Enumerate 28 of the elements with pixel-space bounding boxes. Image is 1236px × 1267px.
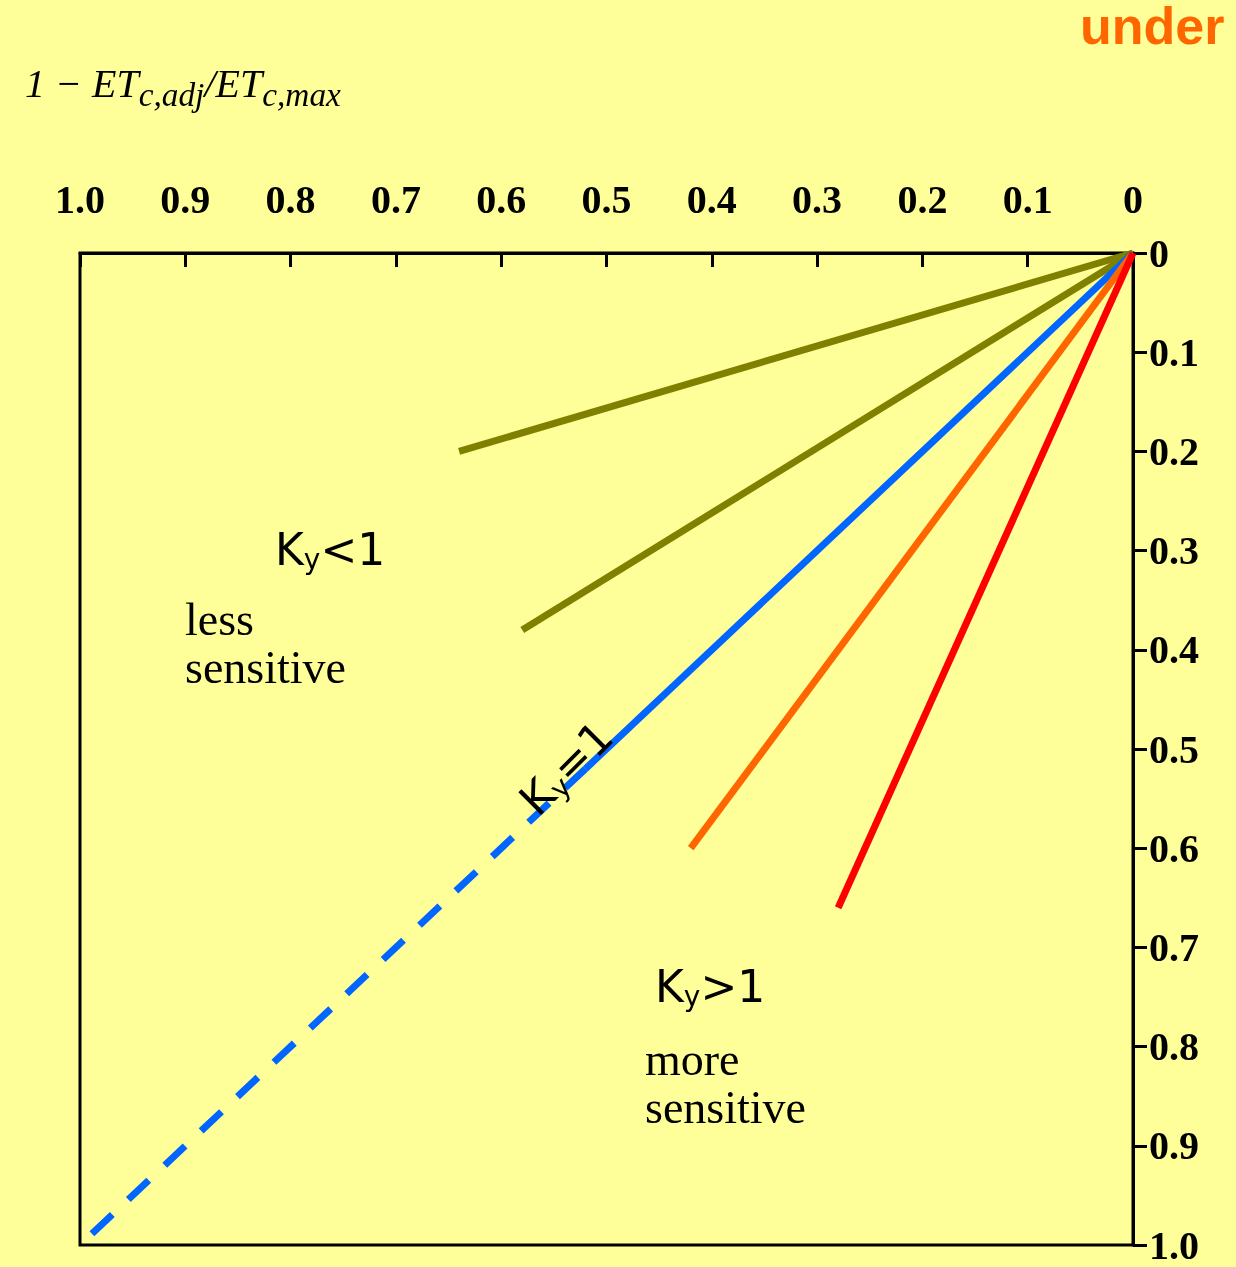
y-tick-label: 0.6: [1149, 825, 1199, 871]
x-tick-label: 0.2: [897, 176, 948, 222]
y-tick-label: 0.3: [1149, 528, 1199, 574]
annotation: less sensitive: [185, 593, 346, 693]
annotation: Ky>1: [655, 960, 766, 1013]
x-tick-label: 0.1: [1002, 176, 1053, 222]
y-tick-label: 0.8: [1149, 1024, 1199, 1070]
y-tick-label: 0.1: [1149, 329, 1199, 375]
x-tick-label: 0.4: [686, 176, 737, 222]
x-tick-label: 0.6: [476, 176, 527, 222]
x-tick-label: 0.8: [265, 176, 316, 222]
y-tick-label: 1.0: [1149, 1222, 1199, 1267]
x-tick-label: 1.0: [55, 176, 105, 222]
y-tick-label: 0.5: [1149, 726, 1199, 772]
y-tick-label: 0.2: [1149, 428, 1199, 474]
y-tick-label: 0.4: [1149, 627, 1199, 673]
y-tick-label: 0.9: [1149, 1123, 1199, 1169]
annotation: Ky<1: [275, 523, 386, 576]
x-axis-title: 1 − ET$_{c,adj}$/ET$_{c,max}$: [25, 60, 341, 114]
y-tick-label: 0: [1149, 230, 1169, 276]
x-tick-label: 0.5: [581, 176, 632, 222]
y-tick-label: 0.7: [1149, 924, 1199, 970]
x-tick-label: 0.7: [370, 176, 421, 222]
text: under: [1080, 0, 1225, 55]
annotation: Ky=1: [508, 710, 623, 825]
x-tick-label: 0.3: [792, 176, 843, 222]
x-tick-label: 0.9: [160, 176, 211, 222]
annotation: more sensitive: [645, 1033, 806, 1133]
